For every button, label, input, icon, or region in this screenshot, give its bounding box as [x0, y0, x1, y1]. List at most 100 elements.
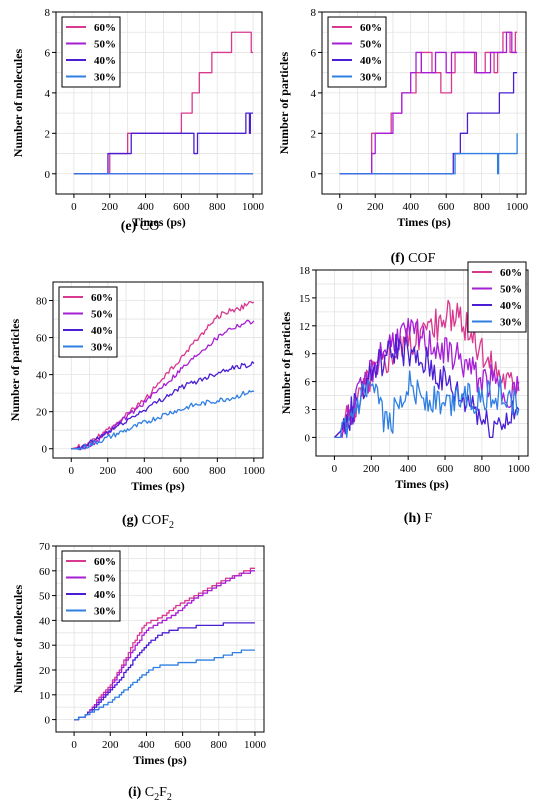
- panel-4: 0 200 400 600 800 1000 0 10 20 30 40 50 60 70 Times (p…: [11, 541, 266, 803]
- y-axis-label: Number of molecules: [11, 48, 25, 157]
- y-axis-label: Number of particles: [8, 318, 22, 421]
- panel-caption: (e) CO: [121, 219, 160, 234]
- x-tick-label: 200: [101, 201, 118, 213]
- y-tick-label: 40: [36, 370, 48, 382]
- x-tick-label: 200: [100, 465, 117, 477]
- plot-frame: [55, 11, 263, 195]
- y-tick-label: 0: [311, 169, 317, 181]
- y-axis-label: Number of particles: [277, 51, 291, 154]
- y-tick-label: 6: [311, 47, 317, 59]
- y-tick-label: 8: [45, 7, 51, 19]
- caption-letter: (e): [121, 219, 137, 234]
- legend-label: 30%: [91, 342, 113, 354]
- x-tick-label: 600: [174, 739, 191, 751]
- caption-letter: (i): [128, 785, 142, 800]
- legend-label: 30%: [500, 317, 522, 329]
- legend-box: [58, 286, 118, 358]
- legend-label: 50%: [91, 309, 113, 321]
- y-tick-label: 40: [39, 615, 51, 627]
- x-axis-label: Times (ps): [133, 753, 186, 767]
- x-tick-label: 600: [437, 463, 454, 475]
- y-tick-label: 4: [45, 88, 51, 100]
- panel-2: 0 200 400 600 800 1000 0 20 40 60 80 Times (ps) Numb…: [8, 281, 265, 531]
- y-tick-label: 20: [39, 665, 51, 677]
- x-tick-label: 0: [71, 739, 77, 751]
- y-tick-label: 0: [45, 169, 51, 181]
- legend-box: [327, 16, 387, 88]
- series-line-40pct: [339, 72, 518, 175]
- y-axis-label: Number of particles: [279, 311, 293, 414]
- panel-caption: (h) F: [404, 511, 433, 526]
- x-tick-label: 0: [71, 201, 77, 213]
- x-tick-label: 800: [211, 739, 228, 751]
- series-line-30pct: [74, 649, 255, 721]
- caption-letter: (g): [122, 513, 139, 528]
- x-tick-label: 1000: [244, 739, 267, 751]
- y-tick-label: 20: [36, 407, 48, 419]
- series-line-50pct: [339, 31, 518, 175]
- y-tick-label: 9: [305, 349, 311, 361]
- x-tick-label: 0: [332, 463, 338, 475]
- legend: 60% 50% 40% 30%: [61, 550, 121, 622]
- plot-frame: [52, 281, 264, 459]
- series-line-40pct: [71, 361, 255, 450]
- caption-name: CO: [136, 219, 159, 234]
- series-line-40pct: [74, 622, 255, 721]
- x-tick-label: 400: [402, 201, 419, 213]
- x-tick-label: 200: [102, 739, 119, 751]
- y-tick-label: 0: [45, 715, 51, 727]
- caption-subscript: 2: [167, 792, 172, 803]
- legend-box: [61, 550, 121, 622]
- x-axis-label: Times (ps): [132, 215, 185, 229]
- series-line-60pct: [71, 300, 255, 450]
- legend: 60% 50% 40% 30%: [467, 261, 527, 333]
- x-tick-label: 400: [138, 739, 155, 751]
- x-axis-label: Times (ps): [395, 477, 448, 491]
- legend-label: 30%: [360, 72, 382, 84]
- legend-label: 50%: [360, 39, 382, 51]
- y-tick-label: 8: [311, 7, 317, 19]
- y-tick-label: 10: [39, 690, 51, 702]
- caption-name: COF: [138, 513, 169, 528]
- legend-label: 60%: [500, 267, 522, 279]
- x-tick-label: 600: [173, 465, 190, 477]
- panel-caption: (g) COF2: [122, 513, 174, 531]
- legend-label: 50%: [94, 573, 116, 585]
- x-tick-label: 200: [363, 463, 380, 475]
- x-tick-label: 800: [209, 465, 226, 477]
- series-line-50pct: [71, 319, 255, 451]
- legend-label: 60%: [94, 556, 116, 568]
- legend-label: 40%: [94, 55, 116, 67]
- legend-label: 40%: [500, 300, 522, 312]
- caption-subscript: 2: [169, 520, 174, 531]
- legend-label: 60%: [91, 292, 113, 304]
- legend-label: 30%: [94, 72, 116, 84]
- caption-subscript: 2: [154, 792, 159, 803]
- legend: 60% 50% 40% 30%: [58, 286, 118, 358]
- series-line-60pct: [333, 299, 520, 438]
- panel-0: 0 200 400 600 800 1000 0 2 4 6 8 Times (ps) Number o…: [11, 7, 265, 234]
- y-tick-label: 4: [311, 88, 317, 100]
- y-tick-label: 30: [39, 640, 51, 652]
- caption-name: COF: [405, 251, 436, 266]
- y-tick-label: 3: [305, 405, 311, 417]
- x-tick-label: 400: [400, 463, 417, 475]
- x-tick-label: 600: [438, 201, 455, 213]
- y-tick-label: 18: [299, 265, 311, 277]
- plot-frame: [315, 269, 529, 457]
- x-tick-label: 0: [69, 465, 75, 477]
- x-tick-label: 800: [473, 201, 490, 213]
- panel-caption: (i) C2F2: [128, 785, 172, 803]
- y-tick-label: 80: [36, 296, 48, 308]
- x-tick-label: 600: [173, 201, 190, 213]
- x-axis-label: Times (ps): [131, 479, 184, 493]
- y-tick-label: 0: [42, 444, 48, 456]
- caption-name: F: [421, 511, 433, 526]
- y-axis-label: Number of molecules: [11, 584, 25, 693]
- caption-name: C: [141, 785, 154, 800]
- caption-name-cont: F: [159, 785, 167, 800]
- legend-label: 60%: [94, 22, 116, 34]
- x-tick-label: 800: [474, 463, 491, 475]
- panel-caption: (f) COF: [391, 251, 436, 266]
- series-line-30pct: [334, 370, 520, 439]
